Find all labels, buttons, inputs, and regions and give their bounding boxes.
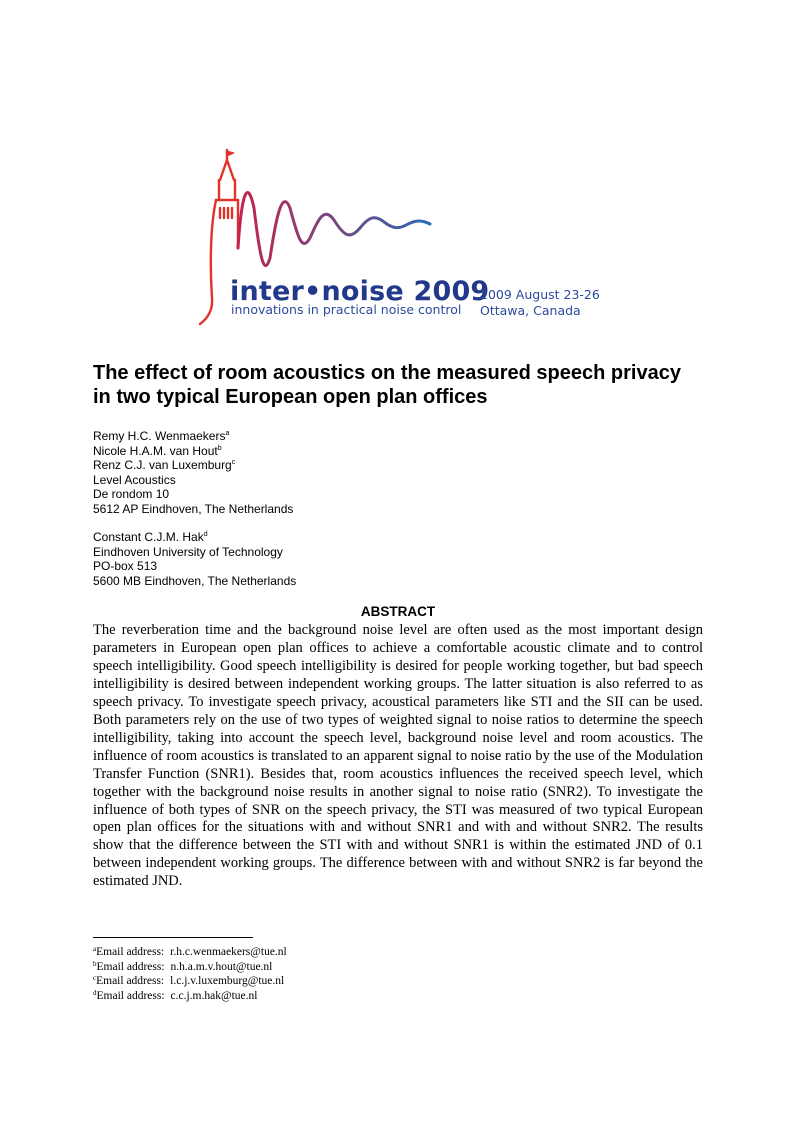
footnote-marker: b [217, 444, 222, 452]
conference-date: 2009 August 23-26 [480, 287, 600, 302]
footnote-email-link[interactable]: c.c.j.m.hak@tue.nl [170, 989, 258, 1002]
footnotes: a Email address: r.h.c.wenmaekers@tue.nl b… [93, 945, 287, 1003]
footnote-email-link[interactable]: r.h.c.wenmaekers@tue.nl [170, 946, 287, 958]
footnote-marker: c [93, 974, 97, 983]
author-line: Renz C.J. van Luxemburgc [93, 458, 293, 473]
conference-tagline: innovations in practical noise control [231, 302, 462, 317]
footnote-item: d Email address: c.c.j.m.hak@tue.nl [93, 989, 287, 1004]
author-line-text: 5612 AP Eindhoven, The Netherlands [93, 501, 294, 516]
author-line: Nicole H.A.M. van Houtb [93, 444, 293, 459]
author-line-text: Renz C.J. van Luxemburg [93, 458, 232, 473]
author-affiliation-block-2: Constant C.J.M. Hakd Eindhoven University… [93, 530, 296, 588]
conference-logo [198, 148, 432, 326]
footnote-email-link[interactable]: n.h.a.m.v.hout@tue.nl [170, 960, 273, 973]
author-affiliation-block-1: Remy H.C. Wenmaekersa Nicole H.A.M. van H… [93, 429, 293, 517]
footnote-label: Email address: [96, 960, 165, 973]
author-line: Remy H.C. Wenmaekersa [93, 429, 293, 444]
author-line-text: Level Acoustics [93, 472, 176, 487]
abstract-heading: ABSTRACT [360, 604, 436, 619]
conference-place: Ottawa, Canada [480, 303, 581, 318]
sound-wave [236, 191, 432, 267]
footnote-item: a Email address: r.h.c.wenmaekers@tue.nl [93, 945, 287, 960]
author-line-text: Eindhoven University of Technology [93, 544, 283, 559]
footnote-marker: b [93, 959, 97, 968]
author-line: 5612 AP Eindhoven, The Netherlands [93, 502, 293, 517]
footnote-marker: a [225, 430, 230, 437]
author-line: PO-box 513 [93, 559, 296, 574]
author-line-text: Nicole H.A.M. van Hout [93, 443, 218, 458]
author-line: 5600 MB Eindhoven, The Netherlands [93, 574, 296, 589]
paper-title: The effect of room acoustics on the meas… [93, 362, 681, 408]
author-line-text: 5600 MB Eindhoven, The Netherlands [93, 573, 297, 588]
footnote-marker: d [203, 531, 208, 538]
author-line: Level Acoustics [93, 473, 293, 488]
footnote-divider [93, 937, 253, 938]
footnote-label: Email address: [96, 989, 165, 1002]
author-line: Eindhoven University of Technology [93, 545, 296, 560]
author-line-text: Remy H.C. Wenmaekers [93, 429, 226, 443]
footnote-marker: d [93, 988, 97, 997]
footnote-item: b Email address: n.h.a.m.v.hout@tue.nl [93, 960, 287, 975]
author-line-text: De rondom 10 [93, 487, 170, 502]
footnote-label: Email address: [96, 975, 165, 988]
footnote-email-link[interactable]: l.c.j.v.luxemburg@tue.nl [170, 975, 285, 988]
author-line-text: Constant C.J.M. Hak [93, 530, 204, 544]
author-line: De rondom 10 [93, 487, 293, 502]
conference-name: inter•noise 2009 [230, 276, 490, 307]
author-line: Constant C.J.M. Hakd [93, 530, 296, 545]
footnote-marker: c [231, 459, 236, 467]
footnote-label: Email address: [96, 946, 165, 958]
author-line-text: PO-box 513 [93, 559, 158, 574]
footnote-item: c Email address: l.c.j.v.luxemburg@tue.nl [93, 974, 287, 989]
abstract-text: The reverberation time and the backgroun… [93, 622, 703, 890]
footnote-marker: a [93, 945, 97, 953]
